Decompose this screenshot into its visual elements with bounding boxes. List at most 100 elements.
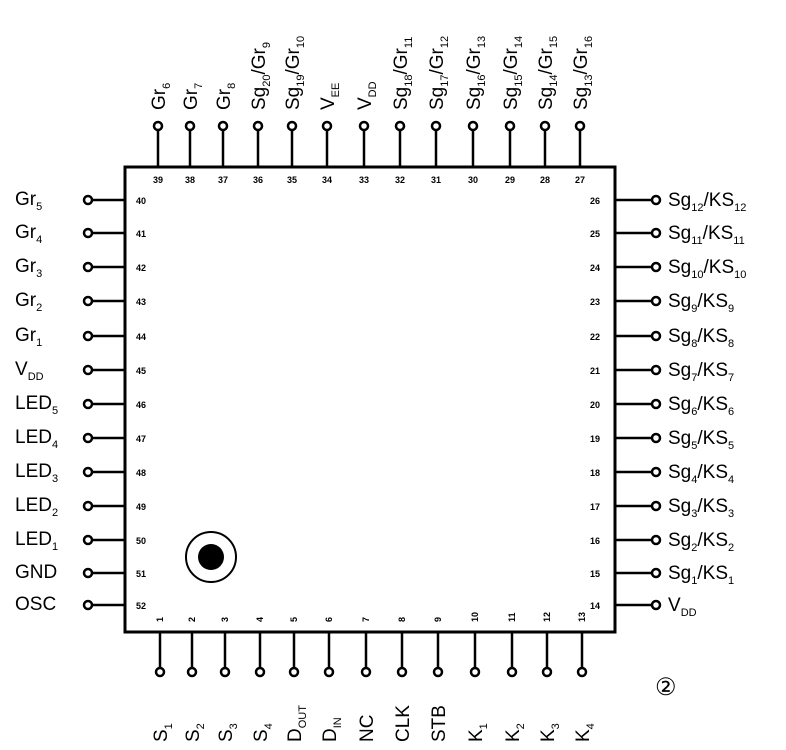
pin-pad: [323, 666, 335, 678]
pin-number: 2: [187, 617, 197, 622]
pin-pad: [286, 120, 298, 132]
pin-number: 11: [507, 612, 517, 622]
bottom-pin-5: 5 DOUT: [285, 617, 309, 742]
pin-pad: [82, 364, 94, 376]
pin-number: 33: [359, 175, 369, 185]
pin-number: 4: [255, 617, 265, 622]
pin-number: 52: [136, 601, 146, 611]
pin-label: S4: [251, 723, 275, 742]
pin-label: GND: [15, 562, 57, 583]
right-pin-24: 24 Sg10/KS10: [590, 257, 746, 281]
pin-label: LED1: [15, 529, 58, 553]
pin-number: 37: [218, 175, 228, 185]
pin-pad: [650, 295, 662, 307]
top-pin-33: 33 VDD: [355, 81, 379, 185]
pin-number: 16: [590, 536, 600, 546]
pin-label: Sg1/KS1: [668, 563, 734, 587]
left-pin-49: 49 LED2: [15, 495, 146, 519]
pin-pad: [650, 432, 662, 444]
pin-label: K4: [573, 723, 597, 742]
pin-pad: [82, 295, 94, 307]
pin-pad: [154, 666, 166, 678]
pin-number: 3: [220, 617, 230, 622]
top-pin-35: 35 Sg19/Gr10: [283, 36, 307, 185]
pin-number: 29: [505, 175, 515, 185]
top-pin-34: 34 VEE: [318, 83, 342, 185]
pin-number: 35: [287, 175, 297, 185]
pin-number: 1: [155, 617, 165, 622]
pin-pad: [184, 120, 196, 132]
pin-label: Sg8/KS8: [668, 326, 734, 350]
pin-pad: [82, 599, 94, 611]
pin-pad: [539, 120, 551, 132]
bottom-pin-12: 12 K3: [538, 612, 562, 742]
pin-number: 26: [590, 196, 600, 206]
pin-number: 19: [590, 434, 600, 444]
pin-pad: [288, 666, 300, 678]
pin-pad: [219, 666, 231, 678]
pin-label: S2: [183, 723, 207, 742]
pin-pad: [650, 227, 662, 239]
pin-label: S1: [151, 723, 175, 742]
pin-pad: [254, 666, 266, 678]
pin-label: Gr6: [149, 83, 173, 110]
pin-pad: [650, 194, 662, 206]
pin-number: 46: [136, 400, 146, 410]
pin-pad: [82, 194, 94, 206]
bottom-pin-10: 10 K1: [466, 612, 490, 742]
pin-number: 22: [590, 332, 600, 342]
chip-body: [123, 165, 617, 634]
pin-pad: [541, 666, 553, 678]
pin-number: 12: [542, 612, 552, 622]
pin-label: LED5: [15, 393, 58, 417]
left-pin-46: 46 LED5: [15, 393, 146, 417]
pin-number: 39: [153, 175, 163, 185]
pin-number: 23: [590, 297, 600, 307]
right-pin-16: 16 Sg2/KS2: [590, 530, 734, 554]
pin-pad: [360, 666, 372, 678]
pin-number: 5: [289, 617, 299, 622]
pin-number: 36: [253, 175, 263, 185]
bottom-pin-8: 8 CLK: [393, 617, 414, 742]
pin-pad: [650, 364, 662, 376]
top-pin-39: 39 Gr6: [149, 83, 173, 185]
pin-number: 48: [136, 468, 146, 478]
pin-pad: [576, 666, 588, 678]
bottom-pin-3: 3 S3: [216, 617, 240, 742]
pin-pad: [650, 567, 662, 579]
pin-number: 45: [136, 366, 146, 376]
right-pin-19: 19 Sg5/KS5: [590, 428, 734, 452]
pin-pad: [650, 330, 662, 342]
top-pin-36: 36 Sg20/Gr9: [249, 42, 273, 185]
pin-label: VDD: [15, 359, 44, 383]
pin-pad: [469, 666, 481, 678]
pin-pad: [358, 120, 370, 132]
pin-pad: [432, 666, 444, 678]
pin-number: 27: [575, 175, 585, 185]
pin-label: Sg3/KS3: [668, 496, 734, 520]
right-pin-25: 25 Sg11/KS11: [590, 223, 745, 247]
pin-pad: [650, 261, 662, 273]
bottom-pin-1: 1 S1: [151, 617, 175, 742]
pin-number: 40: [136, 196, 146, 206]
pin-label: Sg15/Gr14: [501, 36, 525, 110]
bottom-pin-6: 6 DIN: [320, 617, 344, 742]
top-pin-38: 38 Gr7: [181, 83, 205, 185]
pin-label: Sg20/Gr9: [249, 42, 273, 110]
pin-label: Sg18/Gr11: [391, 37, 415, 110]
pin-label: S3: [216, 723, 240, 742]
pin-label: OSC: [15, 594, 56, 615]
pin1-marker: [185, 531, 237, 583]
pin-label: Gr2: [15, 290, 42, 314]
right-pin-15: 15 Sg1/KS1: [590, 563, 734, 587]
pin-label: LED2: [15, 495, 58, 519]
pin-number: 24: [590, 263, 600, 273]
pin-pad: [650, 398, 662, 410]
pin-number: 8: [397, 617, 407, 622]
pin-pad: [650, 534, 662, 546]
bottom-pin-4: 4 S4: [251, 617, 275, 742]
pin-label: Sg7/KS7: [668, 360, 734, 384]
pin-number: 13: [577, 612, 587, 622]
top-pin-28: 28 Sg14/Gr15: [536, 36, 560, 185]
